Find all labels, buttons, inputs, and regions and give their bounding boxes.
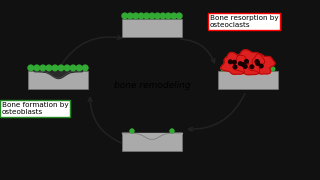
Circle shape	[130, 129, 134, 133]
Circle shape	[259, 67, 262, 71]
Circle shape	[255, 61, 259, 64]
Text: Bone formation by
osteoblasts: Bone formation by osteoblasts	[2, 102, 68, 115]
Circle shape	[138, 13, 144, 19]
Circle shape	[255, 60, 259, 63]
Bar	[122, 19, 182, 37]
Circle shape	[34, 65, 40, 71]
Circle shape	[233, 65, 237, 69]
Bar	[218, 71, 278, 89]
Circle shape	[122, 13, 128, 19]
Text: Bone resorption by
osteoclasts: Bone resorption by osteoclasts	[210, 15, 279, 28]
Circle shape	[83, 65, 88, 71]
Circle shape	[130, 129, 134, 133]
Circle shape	[64, 65, 70, 71]
Circle shape	[271, 67, 275, 71]
Circle shape	[46, 65, 52, 71]
Circle shape	[176, 13, 182, 19]
Circle shape	[144, 13, 149, 19]
Circle shape	[250, 65, 254, 69]
Circle shape	[256, 62, 260, 65]
Polygon shape	[221, 53, 249, 74]
Circle shape	[76, 65, 82, 71]
Circle shape	[127, 13, 133, 19]
Text: bone remodeling: bone remodeling	[114, 80, 190, 89]
Circle shape	[160, 13, 166, 19]
Circle shape	[28, 65, 34, 71]
Circle shape	[170, 129, 174, 133]
Circle shape	[52, 65, 58, 71]
Circle shape	[171, 13, 177, 19]
Polygon shape	[249, 54, 275, 74]
Circle shape	[245, 60, 248, 63]
Circle shape	[149, 13, 155, 19]
Polygon shape	[233, 50, 265, 75]
Circle shape	[58, 65, 64, 71]
Bar	[0, 0, 320, 8]
Circle shape	[244, 65, 247, 68]
Circle shape	[238, 62, 242, 65]
Circle shape	[70, 65, 76, 71]
Circle shape	[241, 63, 245, 66]
Circle shape	[260, 64, 263, 68]
Circle shape	[165, 13, 171, 19]
Bar	[0, 172, 320, 180]
Circle shape	[221, 67, 225, 71]
Circle shape	[246, 67, 250, 71]
Circle shape	[155, 13, 160, 19]
Circle shape	[133, 13, 139, 19]
Bar	[28, 71, 88, 89]
Circle shape	[228, 60, 232, 64]
Bar	[122, 133, 182, 151]
Circle shape	[40, 65, 46, 71]
Circle shape	[170, 129, 174, 133]
Circle shape	[233, 60, 236, 64]
Circle shape	[234, 67, 237, 71]
